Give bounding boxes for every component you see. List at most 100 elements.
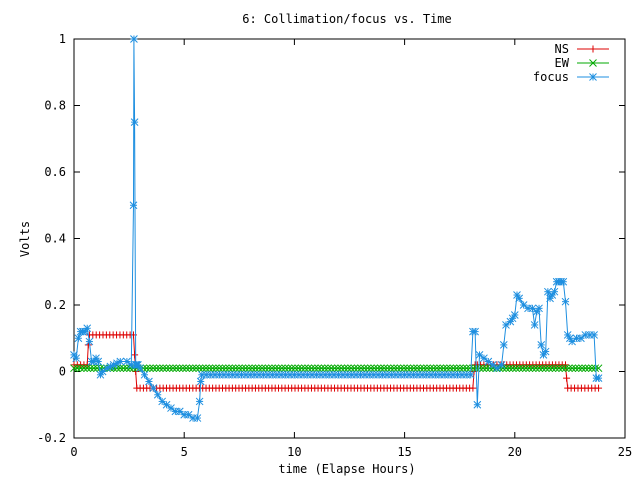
legend-marker-ew — [589, 59, 597, 67]
series-ew-point — [301, 364, 309, 373]
series-ew-point — [188, 364, 197, 373]
series-ew-point — [264, 364, 273, 373]
series-focus-point — [541, 347, 550, 356]
series-ew-point — [456, 364, 464, 373]
series-ew-point — [155, 364, 164, 373]
series-ew-point — [591, 364, 600, 373]
series-focus-point — [484, 357, 493, 366]
series-focus-point — [493, 364, 502, 373]
series-ew-point — [518, 364, 527, 373]
y-tick-label: 1 — [59, 32, 66, 46]
series-ew-point — [284, 364, 293, 373]
series-focus-point — [535, 304, 543, 313]
x-tick-label: 10 — [287, 445, 301, 459]
series-ew-point — [403, 364, 412, 373]
series-ew-point — [169, 364, 177, 373]
series-ew-point — [413, 364, 421, 373]
x-tick-label: 25 — [618, 445, 632, 459]
series-ew-point — [307, 364, 316, 373]
series-focus-point — [98, 367, 107, 376]
series-focus-point — [475, 351, 484, 359]
series-focus-point — [544, 287, 552, 296]
series-ew-point — [360, 364, 369, 373]
series-ew-point — [545, 364, 553, 373]
series-ew-point — [551, 364, 560, 373]
series-ew-point — [258, 364, 266, 373]
series-ew-point — [268, 364, 276, 373]
series-ew-point — [462, 364, 471, 373]
series-ew-point — [578, 364, 586, 373]
series-focus-point — [130, 35, 138, 43]
series-ew-point — [452, 364, 461, 373]
series-ew-point — [522, 364, 530, 373]
series-ew-point — [225, 364, 233, 373]
series-ew-point — [165, 364, 174, 373]
series-focus-point — [94, 357, 103, 366]
series-ew-point — [334, 364, 342, 373]
chart-title: 6: Collimation/focus vs. Time — [242, 12, 452, 26]
series-ew-point — [588, 364, 596, 373]
series-ew-point — [482, 364, 491, 373]
series-layer — [70, 35, 603, 422]
legend-label-ew: EW — [555, 56, 570, 70]
series-ew-point — [274, 364, 283, 373]
series-ew-point — [406, 364, 415, 373]
series-ew-point — [343, 364, 352, 373]
series-ew-point — [337, 364, 346, 373]
legend-label-focus: focus — [533, 70, 569, 84]
series-ew-point — [304, 364, 313, 373]
series-ew-point — [433, 364, 441, 373]
series-focus-point — [85, 337, 94, 346]
series-focus-point — [502, 321, 510, 329]
series-ew-point — [565, 364, 573, 373]
series-focus-point — [153, 390, 162, 399]
y-tick-label: 0.6 — [44, 165, 66, 179]
series-ew-point — [185, 364, 194, 373]
series-ew-point — [532, 364, 540, 373]
series-ew-point — [324, 364, 332, 373]
series-focus-point — [466, 370, 475, 379]
series-ew-point — [347, 364, 355, 373]
series-ew-point — [221, 364, 230, 373]
series-focus-point — [158, 397, 167, 406]
series-ew-point — [277, 364, 286, 373]
series-ns-point — [469, 384, 477, 392]
series-focus-point — [116, 357, 125, 366]
series-ew-point — [363, 364, 372, 373]
series-ew-point — [475, 364, 484, 373]
series-ew-point — [320, 364, 329, 373]
plot-frame — [73, 38, 626, 439]
series-focus-point — [590, 331, 598, 339]
series-focus-point — [594, 374, 603, 383]
series-focus-point — [129, 201, 138, 210]
series-ew-point — [353, 364, 362, 373]
series-ew-point — [439, 364, 448, 373]
series-ew-point — [271, 364, 280, 373]
series-ew-point — [561, 364, 570, 373]
series-ew-point — [350, 364, 359, 373]
series-ew-point — [254, 364, 263, 373]
series-focus-point — [136, 364, 144, 373]
series-ew-point — [538, 364, 547, 373]
series-ew-point — [314, 364, 322, 373]
series-focus-point — [72, 354, 81, 363]
series-ew-point — [261, 364, 270, 373]
series-ew-point — [502, 364, 511, 373]
series-focus-point — [530, 321, 539, 329]
series-ew-point — [119, 364, 128, 373]
series-focus-point — [123, 357, 131, 366]
series-ew-point — [479, 364, 487, 373]
legend-label-ns: NS — [555, 42, 569, 56]
series-ew-point — [429, 364, 438, 373]
series-focus-point — [519, 301, 528, 309]
series-ew-point — [446, 364, 454, 373]
series-ew-point — [202, 364, 210, 373]
series-ew-point — [340, 364, 349, 373]
series-ew-point — [568, 364, 577, 373]
series-ew-point — [416, 364, 425, 373]
x-axis-label: time (Elapse Hours) — [278, 462, 415, 476]
series-ew-point — [297, 364, 306, 373]
series-ew — [70, 364, 603, 373]
series-ew-point — [436, 364, 445, 373]
